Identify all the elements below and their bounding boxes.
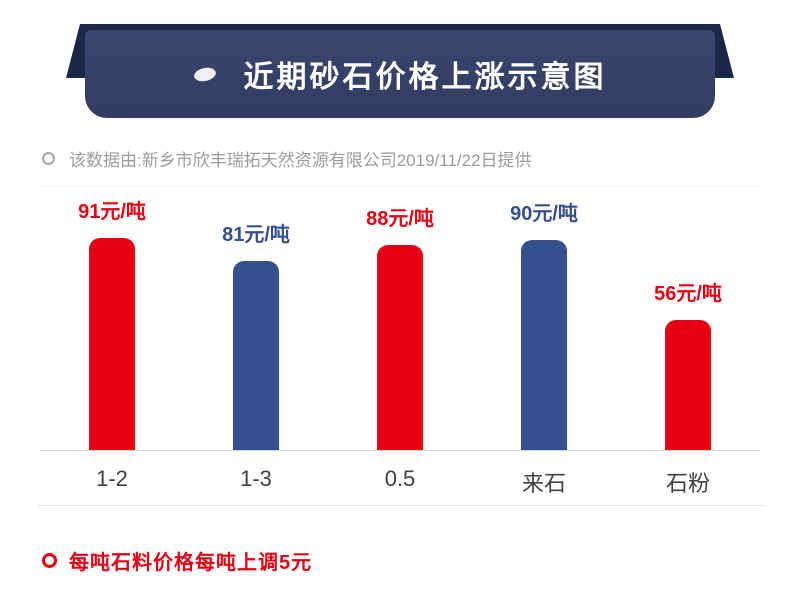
bar-value-label: 56元/吨 [654,283,722,305]
category-label: 石粉 [665,471,710,496]
divider-top [40,186,760,187]
bar [377,245,423,450]
page-title: 近期砂石价格上涨示意图 [243,61,607,94]
footer-note: 每吨石料价格每吨上调5元 [42,546,312,575]
title-banner: 近期砂石价格上涨示意图 [85,30,715,118]
bar-column: 81元/吨 [184,218,328,450]
bar [665,320,711,450]
bar-column: 91元/吨 [40,195,184,450]
bar [233,261,279,450]
category-label: 来石 [521,471,566,496]
bar-value-label: 81元/吨 [222,224,290,246]
bar-chart-categories: 1-2 1-3 0.5 来石 石粉 [40,452,760,498]
ellipse-bullet-icon [192,65,217,83]
bar-column: 88元/吨 [328,202,472,450]
bar-value-label: 88元/吨 [366,208,434,230]
circle-bullet-icon [42,152,55,165]
bar-chart-plot: 91元/吨 81元/吨 88元/吨 90元/吨 56元/吨 [40,190,760,451]
source-text: 该数据由:新乡市欣丰瑞拓天然资源有限公司2019/11/22日提供 [69,151,532,170]
category-label: 0.5 [384,466,416,491]
source-note: 该数据由:新乡市欣丰瑞拓天然资源有限公司2019/11/22日提供 [42,146,532,171]
bar [521,240,567,450]
footer-text: 每吨石料价格每吨上调5元 [69,552,313,574]
bar-value-label: 91元/吨 [78,201,146,223]
divider-bottom [38,505,766,506]
bar-column: 90元/吨 [472,197,616,450]
circle-bullet-icon [42,553,57,568]
bar-column: 56元/吨 [616,277,760,450]
bar [89,238,135,450]
bar-value-label: 90元/吨 [510,203,578,225]
category-label: 1-2 [96,466,128,491]
category-label: 1-3 [240,466,272,491]
